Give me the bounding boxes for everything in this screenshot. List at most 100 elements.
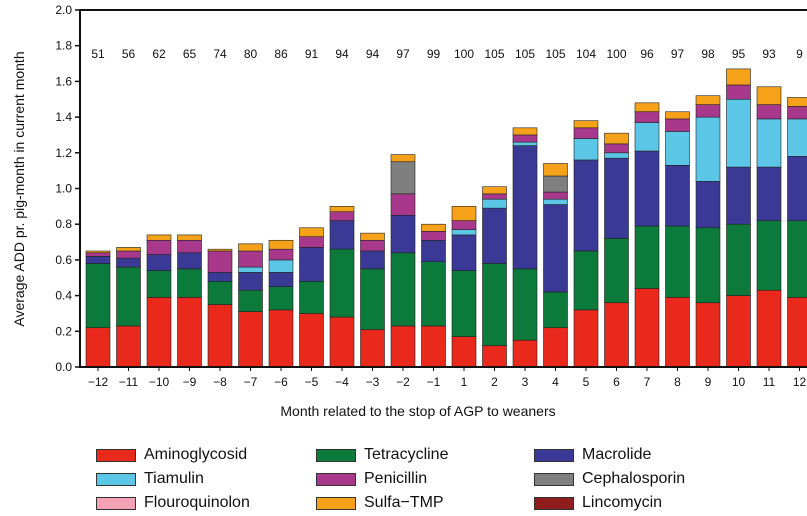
bar-segment-tiamulin (268, 259, 294, 273)
y-tick-label: 0.4 (55, 289, 72, 303)
x-tick-label: 8 (674, 375, 681, 389)
bar-segment-tiamulin (756, 118, 782, 168)
bar-segment-macrolide (360, 250, 385, 270)
bar-segment-sulfa-tmp (512, 127, 538, 136)
bar-segment-aminoglycosid (85, 327, 111, 368)
bar-segment-macrolide (665, 164, 690, 227)
bar-stacks (85, 68, 807, 368)
x-tick-label: −9 (183, 375, 197, 389)
count-label: 105 (484, 47, 504, 61)
bar-segment-macrolide (787, 156, 807, 221)
count-label: 96 (640, 47, 654, 61)
x-tick-label: 9 (705, 375, 712, 389)
bar-segment-tiamulin (451, 229, 477, 236)
bar-segment-sulfa-tmp (604, 132, 629, 145)
bar-segment-macrolide (543, 204, 568, 293)
bar-segment-penicillin (482, 193, 507, 200)
bar-segment-sulfa-tmp (421, 223, 446, 232)
bar-segment-sulfa-tmp (543, 163, 568, 177)
bar-segment-penicillin (268, 248, 294, 261)
y-tick-label: 2.0 (55, 3, 72, 17)
bar-segment-penicillin (604, 143, 629, 154)
bar-segment-tiamulin (665, 131, 690, 166)
bar-segment-penicillin (451, 220, 477, 230)
y-tick-label: 1.6 (55, 74, 72, 88)
bar-segment-aminoglycosid (604, 302, 629, 368)
legend-item-tiamulin: Tiamulin (96, 468, 204, 490)
bar-segment-penicillin (238, 250, 263, 268)
bar-segment-sulfa-tmp (329, 206, 355, 213)
x-tick-label: 4 (552, 375, 559, 389)
bar-segment-penicillin (573, 127, 599, 139)
bar-segment-macrolide (451, 234, 477, 271)
count-label: 94 (366, 47, 380, 61)
bar-segment-tetracycline (787, 220, 807, 298)
count-label: 91 (305, 47, 319, 61)
bar-segment-macrolide (695, 181, 721, 229)
x-tick-label: 10 (732, 375, 746, 389)
bar-segment-sulfa-tmp (756, 86, 782, 105)
legend-swatch (316, 496, 356, 510)
count-label: 99 (427, 47, 441, 61)
count-label: 56 (122, 47, 136, 61)
bar-segment-macrolide (634, 150, 660, 227)
stacked-bar-chart: 0.00.20.40.60.81.01.21.41.61.82.0 51 56 62… (11, 3, 807, 419)
y-tick-label: 0.8 (55, 217, 72, 231)
legend-swatch (534, 448, 574, 462)
x-axis: −12 −11 −10 −9 −8 −7 −6 −5 −4 −3 −2 −1 1 2 3 4 5 6 7 8 9 10 11… (88, 367, 806, 389)
bar-segment-tiamulin (634, 122, 660, 152)
bar-segment-macrolide (390, 214, 416, 254)
bar-segment-tetracycline (329, 248, 355, 318)
bar-segment-penicillin (787, 106, 807, 120)
legend-swatch (316, 448, 356, 462)
x-tick-label: 6 (613, 375, 620, 389)
bar-segment-tetracycline (177, 268, 202, 298)
count-label: 65 (183, 47, 197, 61)
bar-segment-tetracycline (390, 252, 416, 327)
bar-segment-tetracycline (726, 223, 751, 296)
y-tick-label: 0.2 (55, 324, 72, 338)
x-tick-label: 1 (461, 375, 468, 389)
legend-label: Cephalosporin (582, 470, 686, 487)
bar-segment-tetracycline (146, 270, 172, 298)
bar-segment-penicillin (695, 104, 721, 118)
y-tick-label: 1.4 (55, 110, 72, 124)
x-axis-title: Month related to the stop of AGP to wean… (280, 403, 555, 419)
legend-item-tetracycline: Tetracycline (316, 444, 448, 466)
count-label: 86 (274, 47, 288, 61)
count-label: 98 (701, 47, 715, 61)
bar-segment-aminoglycosid (573, 309, 599, 368)
bar-segment-tetracycline (695, 227, 721, 304)
bar-segment-macrolide (116, 257, 141, 268)
bar-segment-cephalosporin (543, 175, 568, 193)
count-label: 105 (545, 47, 565, 61)
bar-segment-tiamulin (787, 118, 807, 157)
count-label: 100 (606, 47, 626, 61)
legend-swatch (316, 472, 356, 486)
bar-segment-aminoglycosid (421, 325, 446, 368)
bar-segment-sulfa-tmp (787, 97, 807, 107)
bar-segment-tetracycline (85, 263, 111, 329)
bar-segment-sulfa-tmp (482, 186, 507, 195)
legend-label: Aminoglycosid (144, 446, 248, 463)
x-tick-label: 7 (644, 375, 651, 389)
bar-segment-macrolide (207, 272, 233, 282)
bar-segment-macrolide (177, 252, 202, 270)
bar-segment-macrolide (756, 166, 782, 221)
bar-segment-penicillin (390, 193, 416, 216)
bar-segment-aminoglycosid (207, 304, 233, 368)
x-tick-label: 2 (491, 375, 498, 389)
bar-segment-tetracycline (421, 261, 446, 327)
legend-label: Penicillin (364, 470, 428, 487)
bar-segment-penicillin (512, 134, 538, 143)
bar-segment-tiamulin (695, 116, 721, 182)
bar-segment-penicillin (299, 236, 324, 248)
bar-segment-penicillin (329, 211, 355, 221)
bar-segment-penicillin (665, 118, 690, 132)
legend-item-macrolide: Macrolide (534, 444, 651, 466)
y-tick-label: 0.6 (55, 253, 72, 267)
bar-segment-tetracycline (634, 225, 660, 289)
bar-segment-macrolide (482, 207, 507, 264)
bar-segment-aminoglycosid (116, 325, 141, 368)
x-tick-label: −10 (149, 375, 170, 389)
